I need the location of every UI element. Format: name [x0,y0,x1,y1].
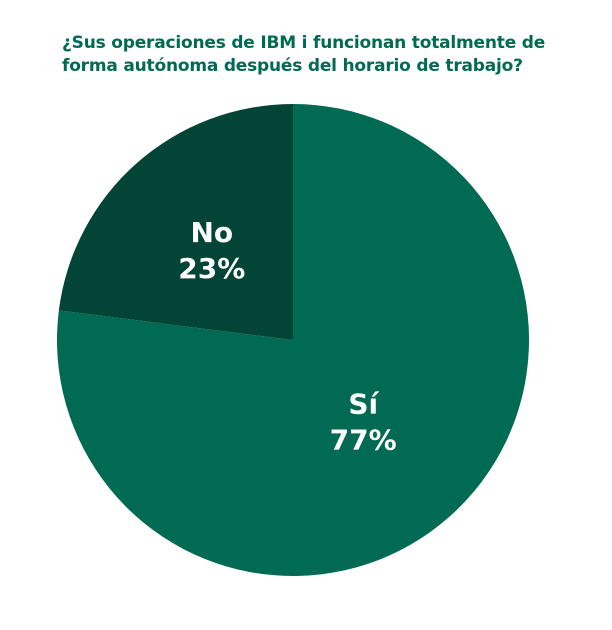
chart-title: ¿Sus operaciones de IBM i funcionan tota… [62,33,546,76]
slice-value-0: 77% [330,424,397,457]
pie-slice-0 [56,104,529,577]
pie-slice-1 [58,104,293,340]
slice-label-1: No [190,216,233,249]
pie-slices [56,104,529,577]
slice-value-1: 23% [178,252,245,285]
slice-label-0: Sí [348,388,379,421]
